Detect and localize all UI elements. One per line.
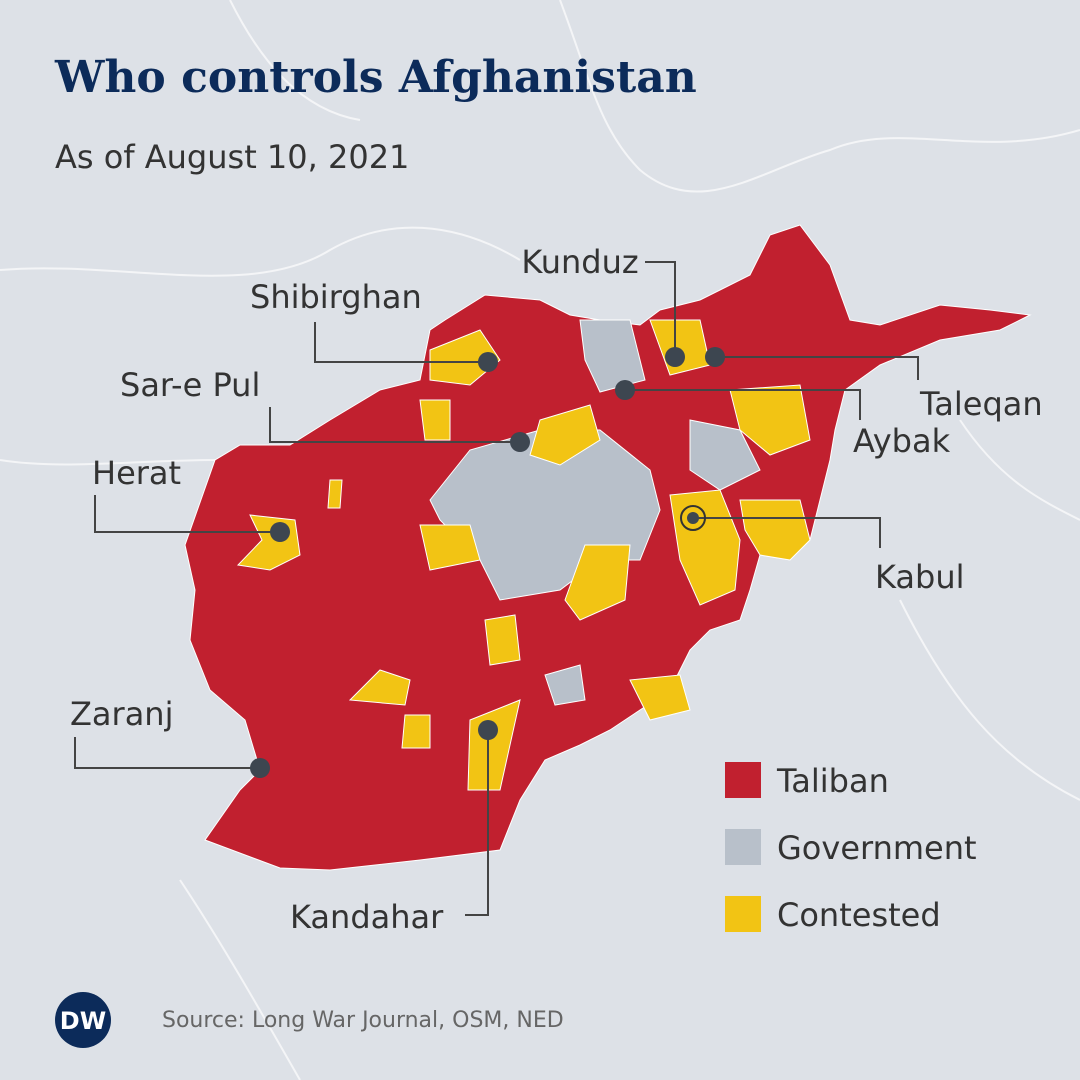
city-label: Kunduz [521,243,638,281]
city-dot [615,380,635,400]
city-dot [687,512,699,524]
leader-line [693,517,881,548]
leader-line [625,389,861,420]
source: Source: Long War Journal, OSM, NED [162,1008,564,1033]
legend-swatch [725,762,761,798]
city-label: Herat [92,454,181,492]
city-label: Shibirghan [250,278,422,316]
leader-line [465,730,489,916]
legend: Taliban Government Contested [725,762,977,934]
afghanistan [184,224,1032,871]
subtitle: As of August 10, 2021 [55,138,409,176]
leader-line [269,407,520,443]
logo-badge [55,992,111,1048]
leader-line [74,737,260,769]
city-dot [250,758,270,778]
legend-label: Contested [777,896,941,934]
city-dot [510,432,530,452]
city-dot [478,352,498,372]
city-dot [270,522,290,542]
city-label: Aybak [853,422,951,460]
leader-line [715,356,919,380]
leader-line [94,495,280,533]
city-label: Taleqan [919,385,1043,423]
city-label: Zaranj [70,695,173,733]
city-dot [705,347,725,367]
city-label: Kabul [875,558,965,596]
capital-ring [680,505,706,531]
legend-swatch [725,896,761,932]
leader-line [645,261,676,357]
legend-label: Taliban [776,762,889,800]
legend-swatch [725,829,761,865]
city-dot [478,720,498,740]
legend-label: Government [777,829,977,867]
city-label: Sar-e Pul [120,366,260,404]
leader-line [314,322,488,363]
city-label: Kandahar [290,898,444,936]
logo: DW [60,1007,106,1035]
title: Who controls Afghanistan [54,52,697,103]
city-dot [665,347,685,367]
